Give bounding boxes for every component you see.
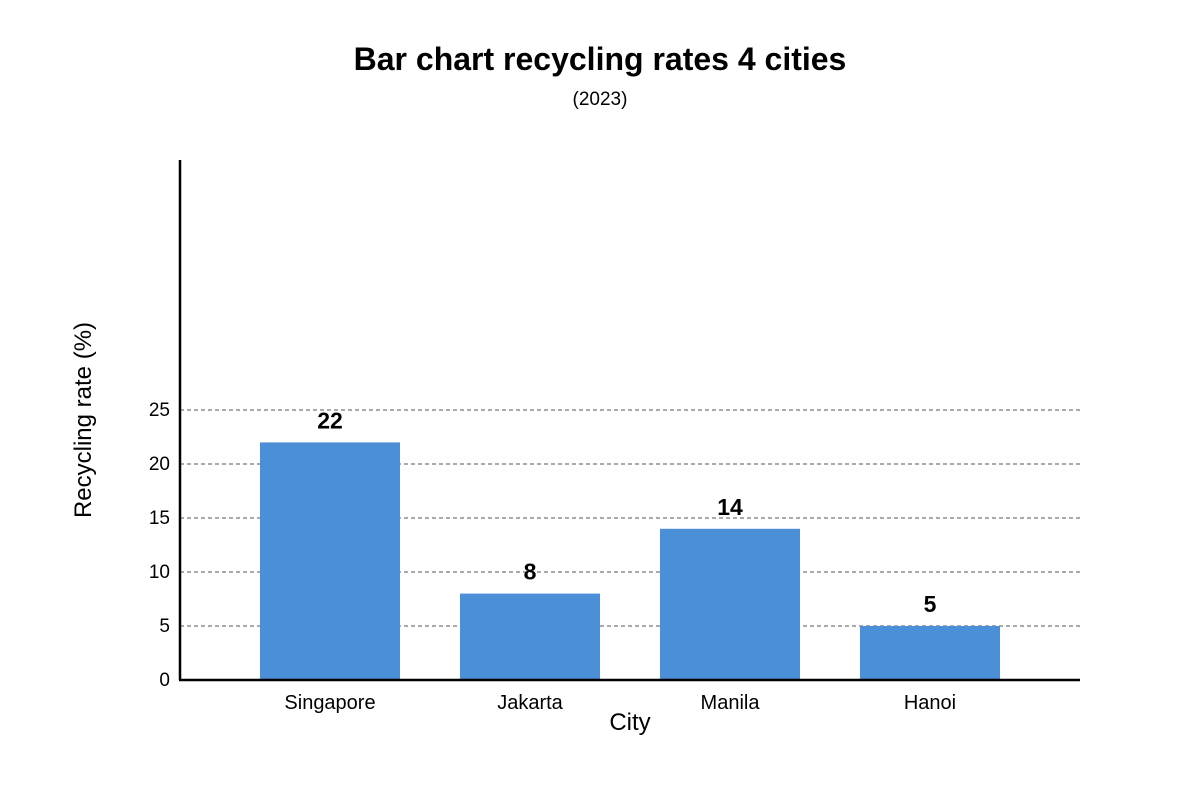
x-tick-label: Jakarta (497, 692, 563, 714)
bar-singapore (260, 442, 400, 680)
y-tick-label: 5 (159, 616, 170, 637)
x-tick-label: Manila (701, 692, 761, 714)
bar-value-label: 22 (317, 407, 343, 433)
bar-value-label: 5 (924, 591, 937, 617)
x-axis-label: City (609, 709, 650, 736)
x-tick-label: Singapore (284, 692, 375, 714)
bar-hanoi (860, 626, 1000, 680)
x-tick-label: Hanoi (904, 692, 956, 714)
bar-jakarta (460, 593, 600, 680)
chart-subtitle: (2023) (573, 89, 628, 110)
y-axis-label: Recycling rate (%) (70, 322, 97, 518)
y-tick-label: 20 (149, 454, 170, 475)
y-tick-label: 15 (149, 508, 170, 529)
bar-value-label: 8 (524, 559, 537, 585)
y-tick-label: 25 (149, 400, 170, 421)
y-tick-label: 10 (149, 562, 170, 583)
y-tick-labels: 0 5 10 15 20 25 (149, 400, 170, 691)
x-tick-labels: Singapore Jakarta Manila Hanoi (284, 692, 956, 714)
bar-manila (660, 528, 800, 680)
bar-value-label: 14 (717, 494, 743, 520)
y-tick-label: 0 (159, 670, 170, 691)
bars (260, 442, 1000, 680)
value-labels: 22 8 14 5 (317, 407, 936, 617)
chart-title: Bar chart recycling rates 4 cities (354, 41, 847, 77)
